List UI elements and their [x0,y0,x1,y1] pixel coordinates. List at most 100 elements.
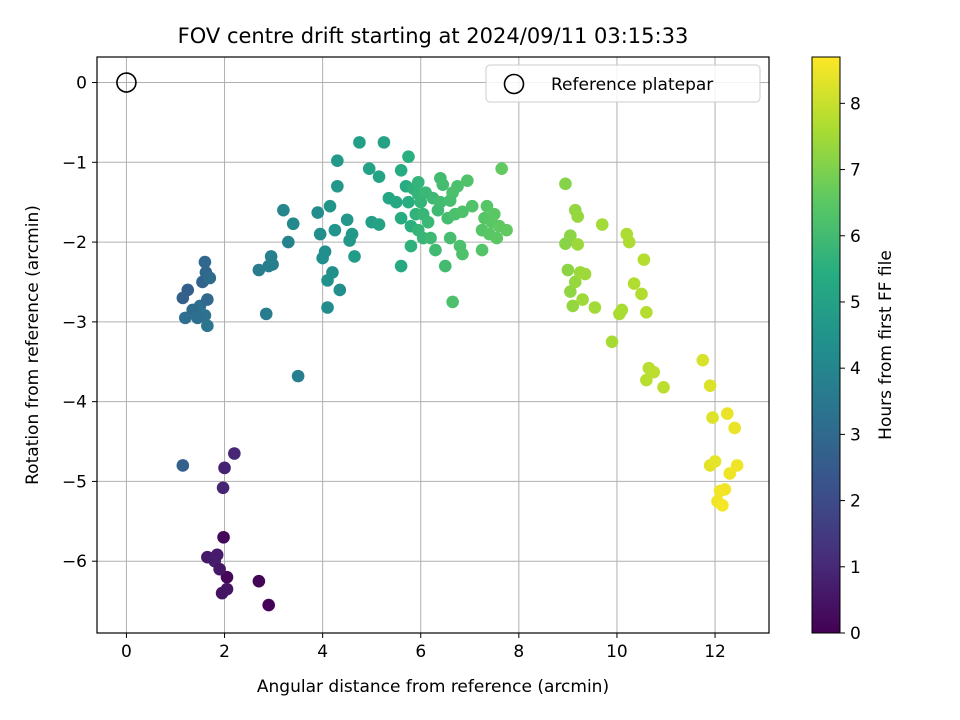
colorbar: 0 1 2 3 4 5 6 7 8 Hours from first FF file [811,56,896,644]
data-point [178,311,192,325]
data-point [456,247,469,261]
data-point [728,421,741,435]
data-point [595,218,609,231]
data-point [500,223,513,237]
legend: Reference platepar [485,64,761,103]
x-tick-label: 2 [219,642,230,662]
reference-platepar-marker [116,72,137,93]
data-point [640,373,653,387]
colorbar-tick-label: 3 [850,425,861,445]
data-point [657,380,670,394]
data-point [622,235,636,249]
data-point [201,293,214,306]
x-tick-label: 8 [513,642,524,662]
x-tick-label: 12 [704,642,726,662]
data-point [252,574,266,588]
data-point [424,231,437,245]
colorbar-tick-label: 7 [850,161,861,181]
data-point [443,231,457,245]
data-point [266,258,279,271]
data-point [490,231,504,245]
data-point [721,407,734,420]
plot-frame [96,56,770,634]
data-point [353,136,366,149]
data-point [377,136,391,149]
data-point [480,199,494,213]
data-point [461,174,474,187]
colorbar-tick-label: 2 [850,492,861,512]
data-point [647,365,661,379]
data-point [333,283,347,297]
data-point [201,319,214,333]
data-point [571,210,585,223]
data-point [176,459,190,472]
data-point [291,369,305,383]
data-point [588,301,602,314]
data-point [220,570,234,584]
data-point [213,562,226,576]
legend-label: Reference platepar [551,75,713,95]
data-point [331,179,344,193]
data-point [696,353,710,367]
data-point [561,263,575,277]
data-point [706,411,719,424]
data-point [313,227,327,241]
data-point [451,179,464,193]
y-tick-label: −2 [62,233,87,253]
data-point [414,195,428,209]
data-point [566,299,580,313]
data-point [402,150,415,164]
data-point [429,243,442,257]
colorbar-tick-label: 0 [850,624,861,644]
plot-background [97,57,769,633]
data-point [421,215,435,229]
data-point [345,227,359,241]
data-point [559,177,572,191]
data-point [434,195,447,209]
data-point [456,205,469,219]
data-point [311,206,325,219]
data-point [394,163,408,177]
data-point [203,271,217,285]
data-point [326,266,339,279]
data-point [331,154,344,168]
data-point [446,295,459,309]
data-point [404,239,418,253]
x-tick-label: 10 [606,642,628,662]
data-point [488,207,501,221]
data-point [262,598,275,612]
data-point [402,195,415,209]
data-point [372,170,386,183]
data-point [637,253,651,266]
data-point [362,162,376,175]
data-point [277,203,290,217]
legend-box [485,64,761,103]
chart-title: FOV centre drift starting at 2024/09/11 … [178,24,689,48]
data-point [576,293,589,306]
data-point [217,530,230,544]
data-point [578,267,592,281]
y-axis-ticks: 0 −1 −2 −3 −4 −5 −6 [62,74,97,572]
data-point [394,259,408,273]
data-point [252,263,266,277]
y-tick-label: −3 [62,313,87,333]
data-point [411,175,425,189]
data-point [615,303,629,317]
data-point [323,199,337,213]
x-axis-ticks: 0 2 4 6 8 10 12 [121,633,726,662]
y-tick-label: −1 [62,153,87,173]
data-point [394,211,408,225]
data-point [708,455,722,468]
data-point [286,217,300,231]
y-tick-label: −5 [62,472,87,492]
data-point [703,379,717,392]
data-point [718,483,732,496]
colorbar-tick-label: 8 [850,94,861,114]
x-tick-label: 6 [415,642,426,662]
data-point [564,285,577,298]
data-point [281,235,295,249]
x-tick-label: 0 [121,642,132,662]
data-point [220,582,234,596]
data-point [635,287,648,301]
